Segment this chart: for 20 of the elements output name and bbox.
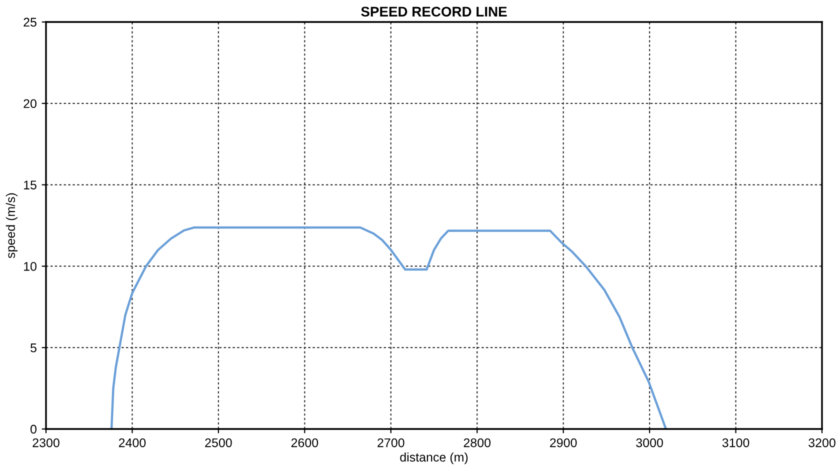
y-axis-title: speed (m/s) <box>6 193 18 258</box>
y-tick-label: 5 <box>30 344 36 352</box>
x-axis-title: distance (m) <box>400 452 468 464</box>
chart-title: SPEED RECORD LINE <box>361 6 507 17</box>
line-series <box>110 226 668 429</box>
x-tick-label: 3100 <box>722 438 750 448</box>
x-tick-label: 2700 <box>378 438 404 448</box>
y-tick-label: 10 <box>24 262 36 271</box>
y-tick-label: 20 <box>24 99 36 108</box>
x-tick-label: 2600 <box>291 438 318 448</box>
x-tick-label: 2400 <box>118 438 146 448</box>
x-tick-label: 2800 <box>464 438 491 448</box>
x-tick-label: 3000 <box>636 438 663 448</box>
y-tick-label: 15 <box>24 180 36 190</box>
x-tick-label: 2300 <box>32 438 60 448</box>
x-tick-label: 2900 <box>550 438 577 448</box>
y-tick-label: 0 <box>30 424 36 434</box>
x-tick-label: 3200 <box>808 438 836 448</box>
y-tick-label: 25 <box>24 18 36 27</box>
x-tick-label: 2500 <box>205 438 232 448</box>
